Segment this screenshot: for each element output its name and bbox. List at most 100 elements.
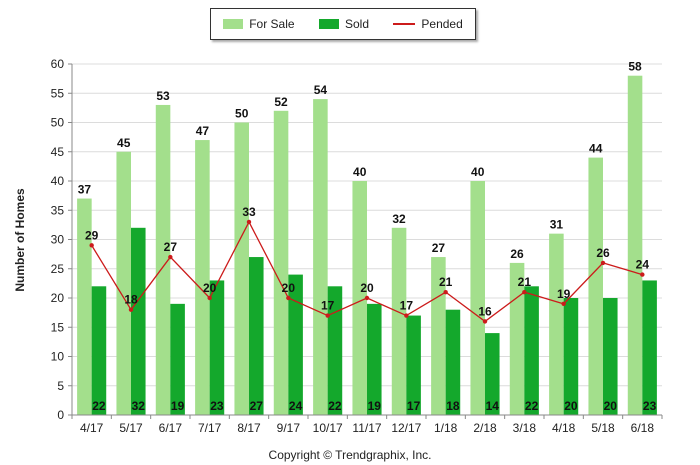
- for-sale-value-label: 44: [589, 142, 603, 156]
- x-tick-label: 12/17: [391, 421, 421, 435]
- pended-value-label: 17: [400, 299, 414, 313]
- bar-for-sale: [273, 110, 289, 416]
- for-sale-value-label: 58: [628, 60, 642, 74]
- bar-for-sale: [313, 99, 328, 415]
- for-sale-value-label: 26: [510, 247, 524, 261]
- x-tick-label: 7/17: [198, 421, 222, 435]
- bar-for-sale: [77, 198, 92, 415]
- bar-for-sale: [470, 181, 485, 415]
- for-sale-value-label: 50: [235, 107, 249, 121]
- bar-for-sale: [155, 104, 171, 415]
- sold-value-label: 22: [328, 399, 342, 413]
- bar-sold: [367, 303, 382, 415]
- sold-value-label: 20: [564, 399, 578, 413]
- legend-item-for-sale: For Sale: [223, 17, 295, 31]
- bar-for-sale: [431, 257, 446, 415]
- pended-value-label: 26: [596, 246, 610, 260]
- y-axis-ticks: 0 5 10 15 20 25 30 35 40 45 50 55 60: [51, 57, 72, 422]
- x-tick-label: 3/18: [513, 421, 537, 435]
- sold-swatch: [318, 19, 339, 29]
- y-tick-label: 45: [51, 145, 65, 159]
- x-tick-label: 6/17: [159, 421, 183, 435]
- sold-value-label: 14: [486, 399, 500, 413]
- pended-point: [246, 219, 252, 225]
- sold-value-label: 17: [407, 399, 421, 413]
- sold-value-label: 32: [132, 399, 146, 413]
- pended-point: [600, 260, 606, 266]
- x-tick-label: 1/18: [434, 421, 458, 435]
- x-tick-label: 9/17: [277, 421, 301, 435]
- for-sale-value-label: 45: [117, 136, 131, 150]
- legend: For Sale Sold Pended: [210, 8, 476, 40]
- for-sale-value-label: 31: [550, 218, 564, 232]
- sold-value-label: 22: [525, 399, 539, 413]
- y-tick-label: 50: [51, 116, 65, 130]
- legend-item-pended: Pended: [393, 17, 463, 31]
- pended-point: [522, 289, 527, 295]
- pended-value-label: 27: [164, 240, 178, 254]
- pended-value-label: 24: [636, 258, 650, 272]
- bar-sold: [131, 227, 146, 415]
- x-tick-label: 2/18: [473, 421, 497, 435]
- sold-value-label: 18: [446, 399, 460, 413]
- pended-value-label: 16: [478, 304, 492, 318]
- pended-value-label: 21: [518, 275, 532, 289]
- bar-sold: [327, 286, 343, 415]
- y-tick-label: 40: [51, 174, 65, 188]
- pended-point: [168, 254, 173, 260]
- pended-point: [128, 307, 134, 312]
- y-tick-label: 20: [51, 291, 65, 305]
- pended-point: [364, 295, 370, 301]
- sold-value-label: 22: [92, 399, 106, 413]
- pended-value-label: 20: [282, 281, 296, 295]
- sold-value-label: 27: [250, 399, 264, 413]
- x-axis-ticks: 4/17 5/17 6/17 7/17 8/17 9/17 10/17 11/17 12/17 1…: [71, 415, 663, 435]
- for-sale-value-label: 40: [471, 165, 485, 179]
- sold-value-label: 20: [604, 399, 618, 413]
- pended-point: [89, 243, 94, 248]
- pended-point: [404, 313, 409, 318]
- for-sale-value-label: 47: [196, 124, 210, 138]
- x-tick-label: 5/17: [119, 421, 143, 435]
- for-sale-value-label: 40: [353, 165, 367, 179]
- bar-sold: [563, 298, 579, 415]
- sold-value-label: 23: [210, 399, 224, 413]
- bar-sold: [209, 280, 225, 415]
- x-tick-label: 5/18: [591, 421, 615, 435]
- legend-for-sale-label: For Sale: [249, 17, 295, 31]
- y-tick-label: 55: [51, 86, 65, 100]
- for-sale-swatch: [223, 19, 244, 29]
- pended-point: [482, 319, 488, 324]
- y-tick-label: 5: [57, 379, 64, 393]
- sold-value-label: 23: [643, 399, 657, 413]
- bar-for-sale: [627, 75, 643, 415]
- for-sale-value-label: 37: [78, 183, 92, 197]
- bar-sold: [445, 309, 461, 415]
- pended-value-label: 20: [360, 281, 374, 295]
- legend-item-sold: Sold: [318, 17, 369, 31]
- pended-value-label: 29: [85, 228, 99, 242]
- x-tick-label: 10/17: [313, 421, 343, 435]
- y-tick-label: 35: [51, 203, 65, 217]
- pended-point: [561, 301, 566, 307]
- bar-sold: [524, 286, 539, 415]
- pended-point: [286, 295, 291, 301]
- y-tick-label: 30: [51, 233, 65, 247]
- bar-sold: [485, 333, 500, 415]
- for-sale-value-label: 53: [156, 89, 170, 103]
- bar-for-sale: [352, 181, 367, 415]
- sold-value-label: 19: [368, 399, 382, 413]
- pended-line-group: [89, 219, 645, 324]
- x-tick-label: 4/17: [80, 421, 104, 435]
- bar-sold: [603, 298, 618, 415]
- y-axis-label: Number of Homes: [13, 188, 27, 292]
- sold-value-label: 19: [171, 399, 185, 413]
- for-sale-value-label: 27: [432, 241, 446, 255]
- bar-sold: [406, 315, 421, 415]
- pended-value-label: 33: [242, 205, 256, 219]
- pended-point: [640, 272, 645, 277]
- bar-for-sale: [549, 233, 564, 415]
- bar-for-sale: [391, 227, 407, 415]
- bar-sold: [288, 274, 303, 415]
